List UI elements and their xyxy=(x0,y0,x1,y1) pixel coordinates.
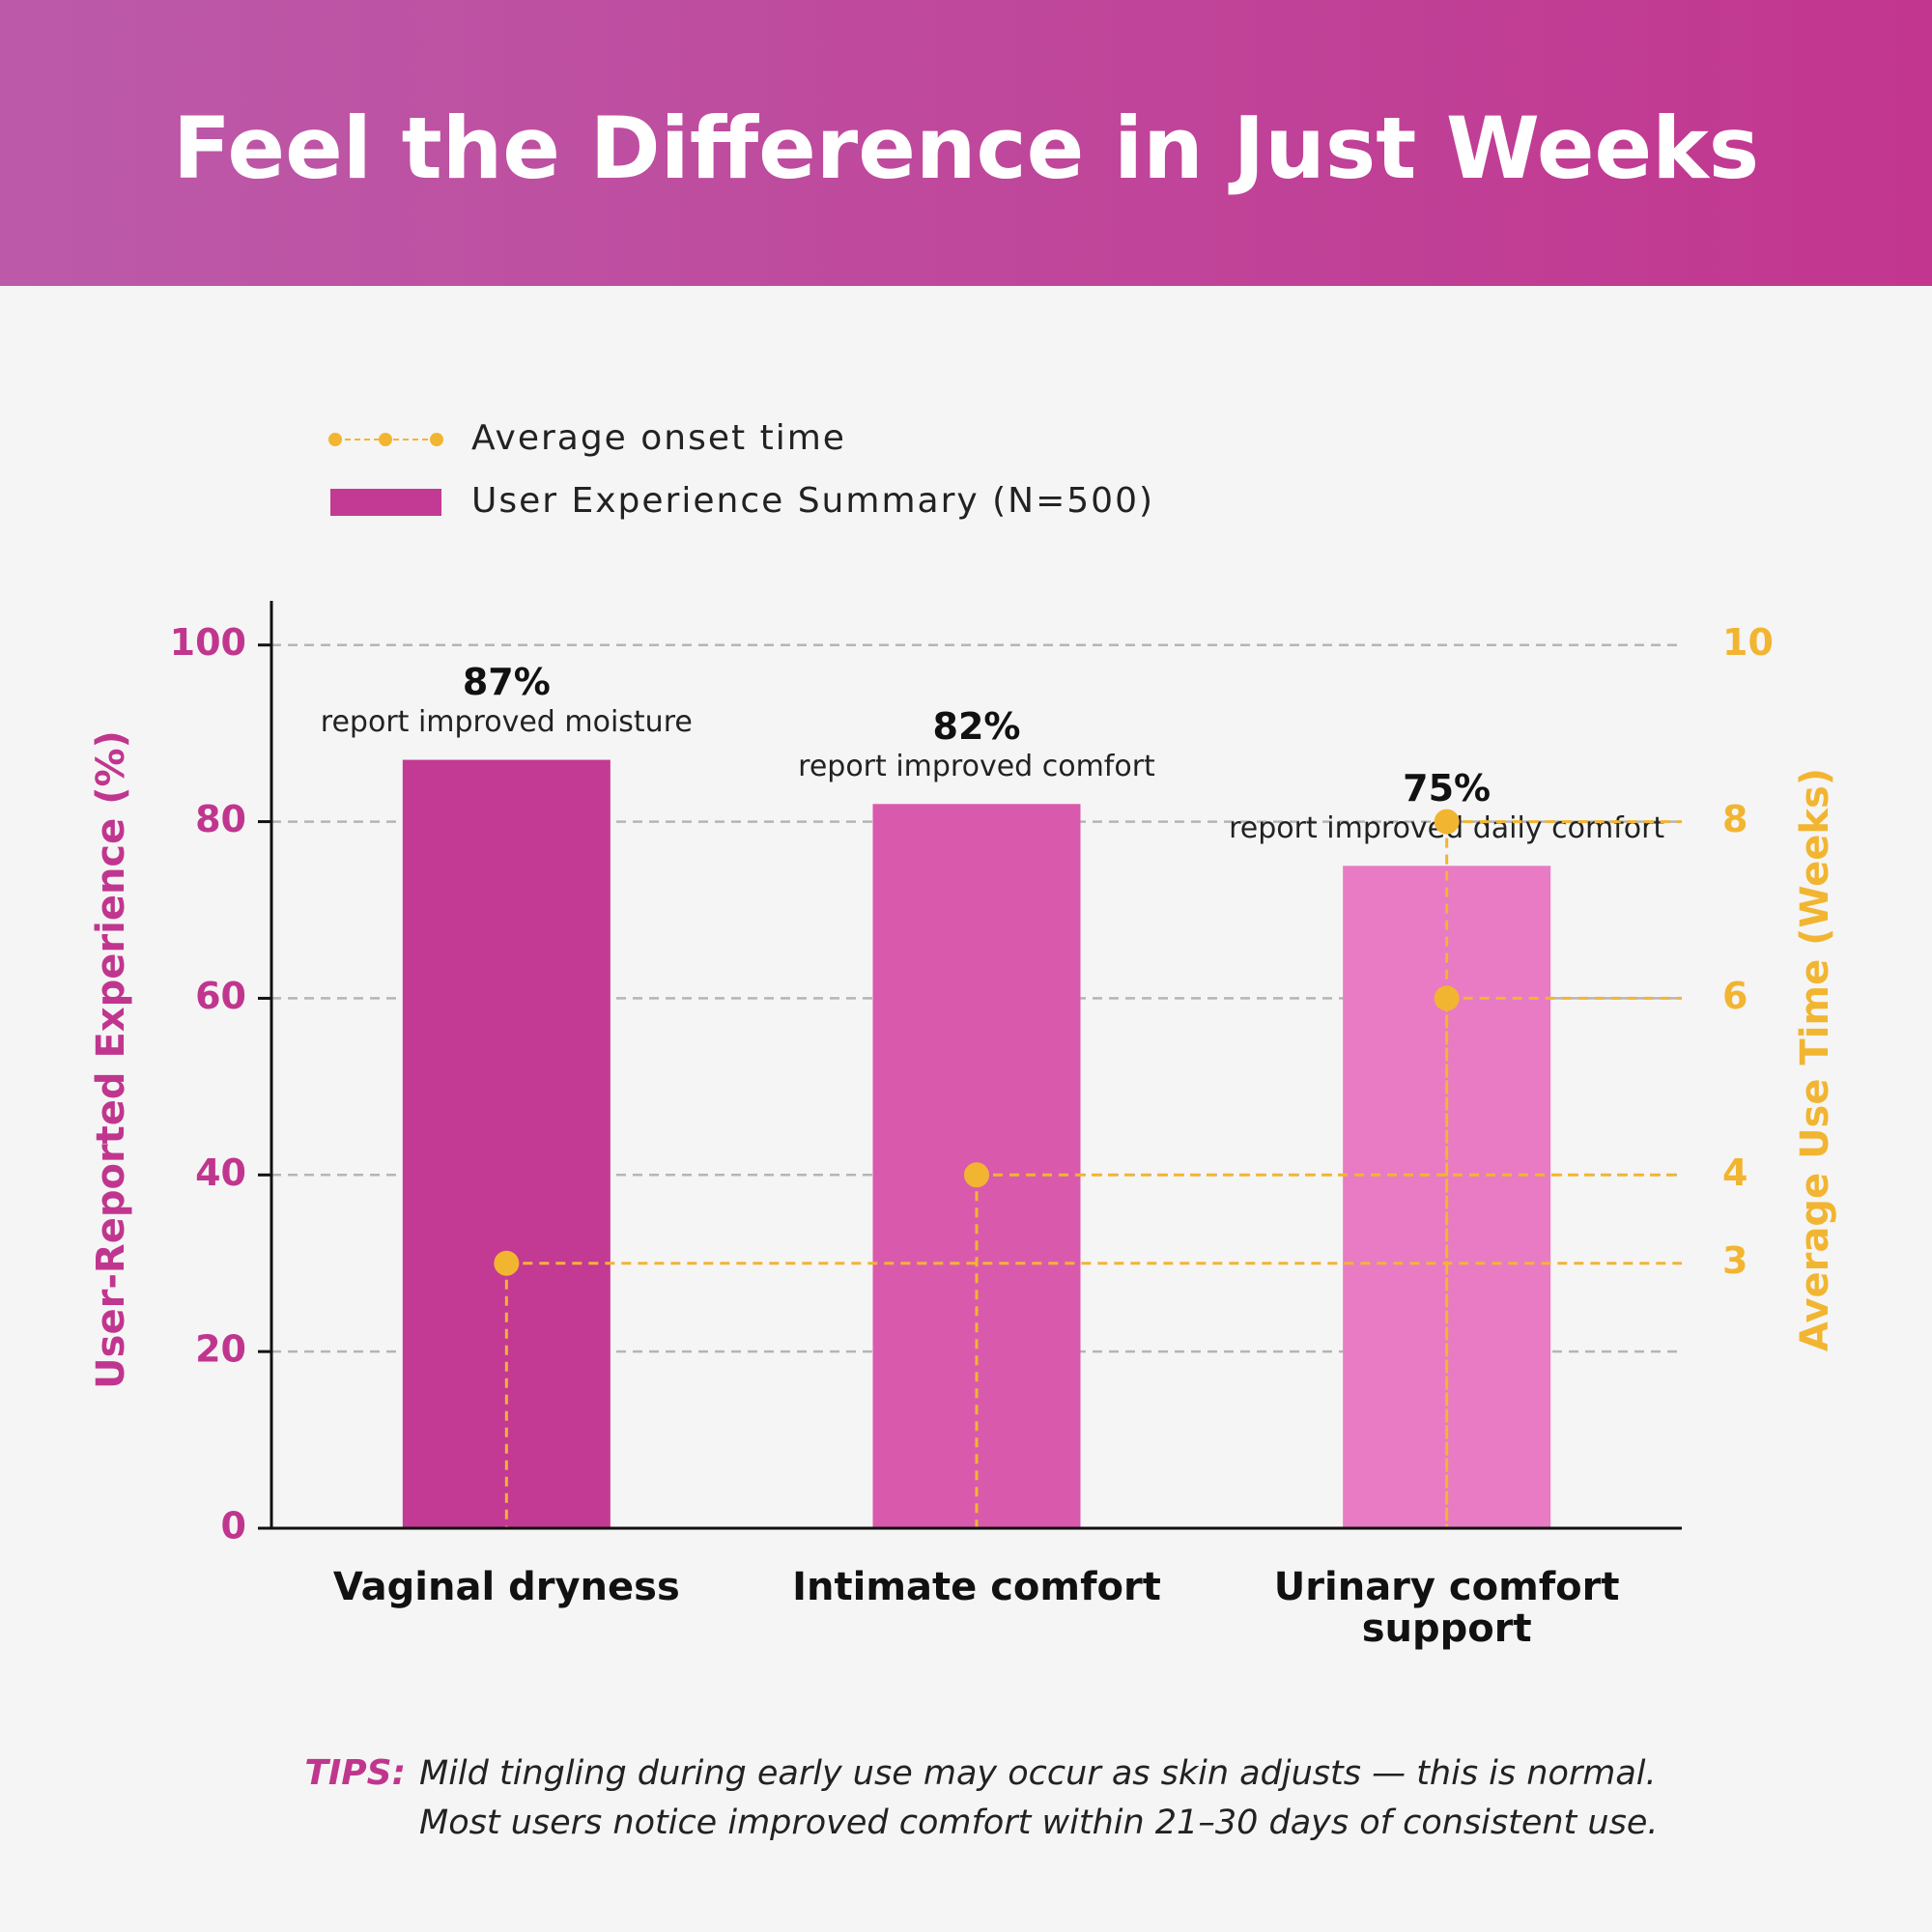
header xyxy=(0,0,1932,286)
legend-swatch xyxy=(330,489,441,516)
value-label: 87% xyxy=(463,661,551,703)
y-tick-label: 60 xyxy=(195,975,246,1017)
y2-tick-label: 8 xyxy=(1722,798,1747,840)
x-tick-label: Vaginal dryness xyxy=(333,1565,680,1609)
value-label: 75% xyxy=(1403,767,1491,810)
y2-tick-label: 4 xyxy=(1722,1151,1747,1194)
legend-label: Average onset time xyxy=(471,418,846,458)
y2-tick-label: 10 xyxy=(1722,621,1774,664)
onset-dot xyxy=(1434,985,1460,1011)
legend-swatch xyxy=(430,433,443,446)
y-tick-label: 0 xyxy=(221,1505,246,1548)
y2-tick-label: 3 xyxy=(1722,1239,1747,1282)
x-tick-label: Urinary comfort support xyxy=(1274,1565,1620,1651)
onset-dot xyxy=(964,1162,989,1188)
tips-line: Most users notice improved comfort withi… xyxy=(419,1804,1658,1842)
y-tick-label: 100 xyxy=(170,621,246,664)
y-tick-label: 80 xyxy=(195,798,246,840)
y-axis-title: User-Reported Experience (%) xyxy=(89,730,133,1389)
legend-label: User Experience Summary (N=500) xyxy=(471,481,1154,521)
y2-axis-title: Average Use Time (Weeks) xyxy=(1793,768,1837,1351)
value-label: 82% xyxy=(933,705,1021,748)
legend-swatch xyxy=(328,433,342,446)
onset-dot xyxy=(1434,809,1460,835)
y-tick-label: 20 xyxy=(195,1328,246,1371)
tips-label: TIPS: xyxy=(304,1753,406,1793)
chart-title: Feel the Difference in Just Weeks xyxy=(173,99,1759,198)
y2-tick-label: 6 xyxy=(1722,975,1747,1017)
x-tick-label: Intimate comfort xyxy=(792,1565,1161,1609)
onset-dot xyxy=(494,1250,520,1276)
tips-line: Mild tingling during early use may occur… xyxy=(419,1754,1657,1793)
bar-note: report improved moisture xyxy=(321,705,693,739)
y-tick-label: 40 xyxy=(195,1151,246,1194)
bar-note: report improved comfort xyxy=(798,750,1155,783)
legend-swatch xyxy=(379,433,392,446)
